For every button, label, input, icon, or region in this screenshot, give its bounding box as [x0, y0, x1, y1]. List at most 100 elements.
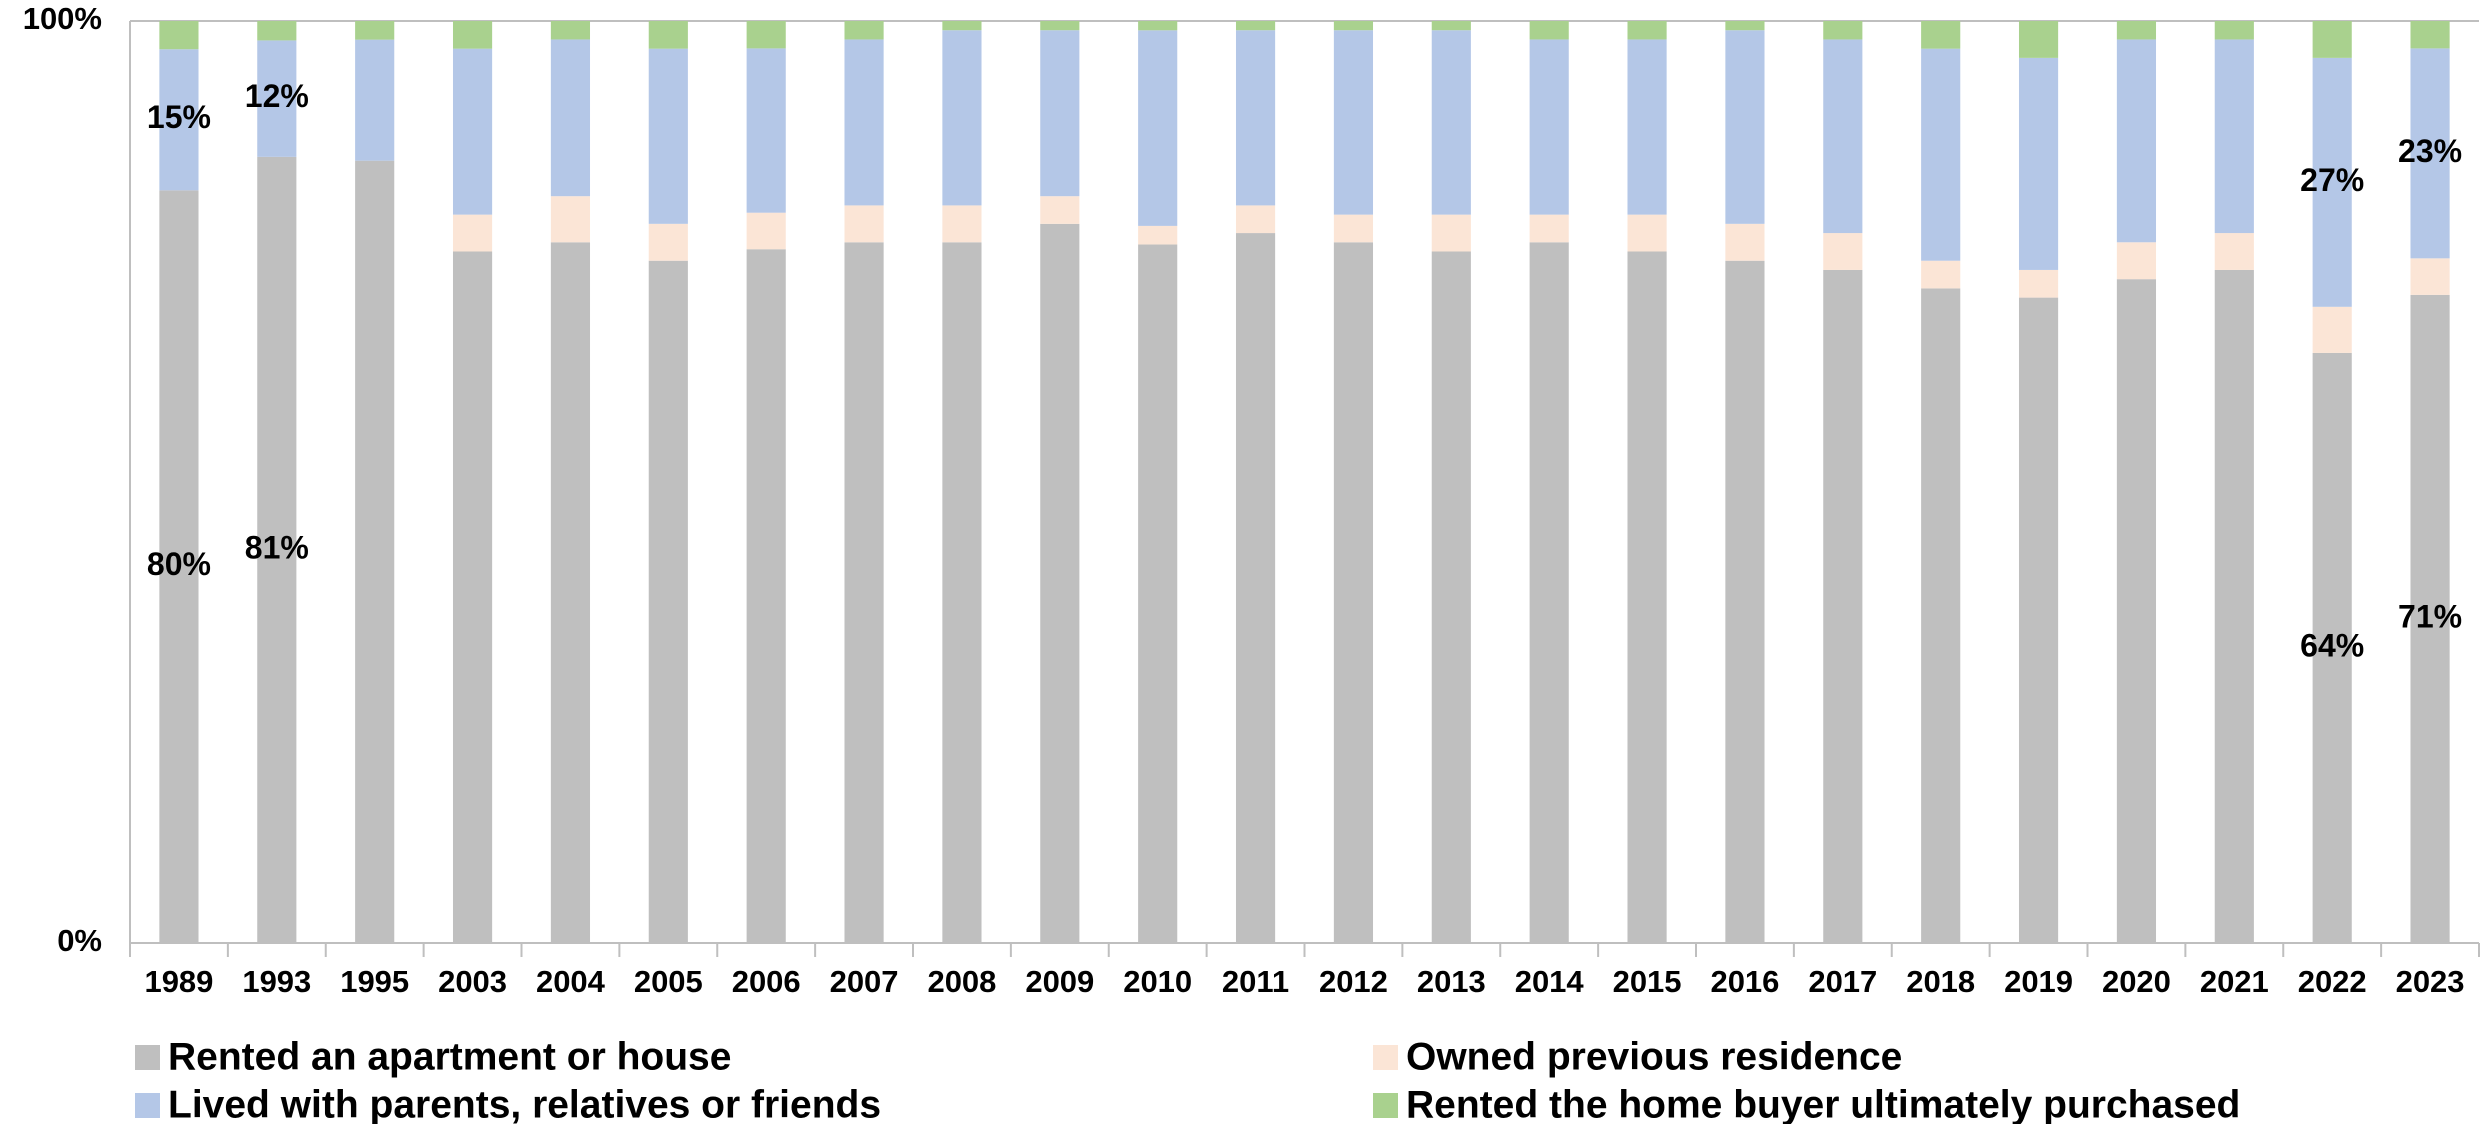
bar-segment	[1529, 242, 1569, 943]
bar-segment	[1529, 39, 1569, 215]
bar-segment	[1823, 21, 1863, 40]
legend-swatch	[135, 1093, 160, 1118]
bar-segment	[1627, 21, 1667, 40]
x-tick-label: 2012	[1319, 964, 1388, 999]
bar-segment	[2410, 21, 2450, 49]
x-tick-label: 1993	[242, 964, 311, 999]
bar-segment	[1138, 244, 1178, 944]
bar-segment	[2214, 233, 2254, 270]
bar-segment	[746, 21, 786, 49]
bar-segment	[942, 205, 982, 243]
legend-label: Owned previous residence	[1406, 1035, 1902, 1078]
bar-segment	[648, 21, 688, 49]
bar-segment	[2214, 21, 2254, 40]
x-tick-label: 2022	[2298, 964, 2367, 999]
bar-segment	[942, 242, 982, 943]
bar-segment	[1333, 30, 1374, 215]
x-tick-label: 2015	[1613, 964, 1682, 999]
x-tick-label: 2021	[2200, 964, 2269, 999]
bar-segment	[844, 21, 884, 40]
bar-segment	[942, 30, 982, 206]
legend-swatch	[135, 1045, 160, 1070]
bar-segment	[159, 21, 199, 50]
data-label: 23%	[2398, 133, 2462, 169]
data-label: 81%	[245, 529, 309, 565]
bar-segment	[452, 21, 493, 49]
x-tick-label: 2023	[2396, 964, 2465, 999]
bar-segment	[2312, 21, 2352, 58]
bar-segment	[2018, 57, 2059, 270]
bar-segment	[1333, 21, 1374, 31]
x-tick-label: 2016	[1710, 964, 1779, 999]
bar-segment	[1627, 39, 1667, 215]
bar-segment	[1040, 21, 1080, 31]
legend-label: Rented an apartment or house	[168, 1035, 731, 1078]
x-tick-label: 2018	[1906, 964, 1975, 999]
bar-segment	[2312, 57, 2352, 307]
y-tick-label: 0%	[57, 923, 102, 958]
bar-segment	[942, 21, 982, 31]
bar-segment	[2410, 294, 2450, 943]
bar-segment	[1333, 214, 1374, 243]
bar-segment	[550, 21, 591, 40]
bar-segment	[1725, 21, 1765, 31]
bar-segment	[355, 160, 395, 944]
bar-segment	[746, 249, 786, 943]
bar-segment	[1138, 30, 1178, 226]
bar-segment	[2214, 269, 2254, 943]
bar-segment	[1040, 30, 1080, 197]
bar-segment	[1823, 39, 1863, 234]
x-tick-label: 2014	[1515, 964, 1585, 999]
x-tick-label: 1989	[144, 964, 213, 999]
bar-segment	[648, 48, 688, 224]
bar-segment	[1921, 260, 1961, 289]
bar-segment	[2312, 306, 2352, 353]
bar-segment	[1040, 196, 1080, 224]
data-label: 71%	[2398, 598, 2462, 634]
data-label: 12%	[245, 78, 309, 114]
x-tick-label: 2013	[1417, 964, 1486, 999]
x-tick-label: 2009	[1025, 964, 1094, 999]
x-tick-label: 1995	[340, 964, 409, 999]
bar-segment	[2410, 258, 2450, 295]
data-label: 15%	[147, 99, 211, 135]
bar-segment	[257, 40, 297, 157]
bar-segment	[1627, 251, 1667, 943]
y-tick-label: 100%	[23, 1, 102, 36]
bar-segment	[2116, 242, 2157, 280]
bar-segment	[2116, 39, 2157, 243]
x-tick-label: 2017	[1808, 964, 1877, 999]
bar-segment	[1725, 260, 1765, 944]
bar-segment	[1333, 242, 1374, 943]
bar-segment	[1921, 48, 1961, 261]
bar-segment	[550, 196, 591, 243]
bar-segment	[452, 251, 493, 943]
bar-segment	[2312, 352, 2352, 943]
x-tick-label: 2011	[1222, 964, 1289, 999]
bar-segment	[1921, 288, 1961, 943]
legend-label: Lived with parents, relatives or friends	[168, 1083, 881, 1124]
bar-segment	[2116, 21, 2157, 40]
bar-segment	[1529, 21, 1569, 40]
bar-segment	[1235, 30, 1276, 206]
x-tick-label: 2008	[927, 964, 996, 999]
bar-segment	[1235, 233, 1276, 943]
bar-segment	[1725, 30, 1765, 224]
bar-segment	[1921, 21, 1961, 49]
bar-segment	[550, 39, 591, 197]
bar-segment	[1040, 223, 1080, 944]
bar-segment	[1431, 21, 1471, 31]
bar-segment	[844, 205, 884, 243]
x-tick-label: 2007	[830, 964, 899, 999]
legend-swatch	[1373, 1093, 1398, 1118]
x-tick-label: 2004	[536, 964, 606, 999]
bar-segment	[1431, 214, 1471, 252]
bar-segment	[452, 48, 493, 215]
x-tick-label: 2019	[2004, 964, 2073, 999]
bar-segment	[648, 260, 688, 944]
bar-segment	[1725, 223, 1765, 261]
bar-segment	[2214, 39, 2254, 234]
bar-segment	[1431, 30, 1471, 215]
x-tick-label: 2006	[732, 964, 801, 999]
